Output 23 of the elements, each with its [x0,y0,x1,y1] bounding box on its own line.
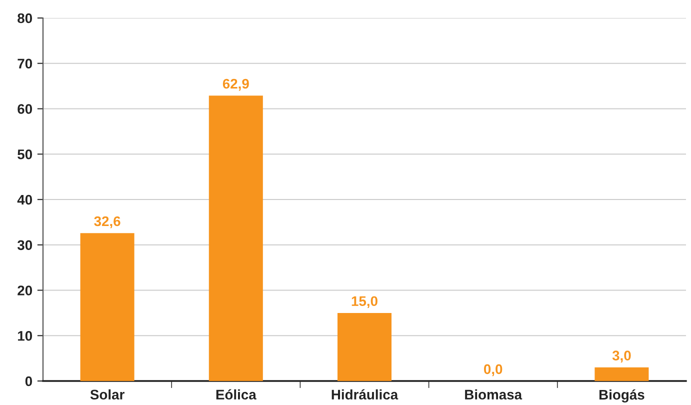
data-label: 0,0 [484,364,502,376]
data-label: 3,0 [612,350,631,362]
y-tick-label: 40 [17,194,32,205]
bar [337,312,392,381]
data-label: 32,6 [94,216,120,228]
y-tick-label: 70 [18,58,32,69]
y-tick-label: 30 [17,240,32,250]
y-tick-label: 0 [25,376,32,386]
x-tick-label: Solar [90,389,124,400]
bar [80,233,134,381]
y-tick-label: 10 [18,330,32,341]
x-tick-label: Biogás [599,389,644,402]
bar [594,367,649,381]
y-tick-label: 50 [18,149,32,160]
data-label: 15,0 [352,296,378,308]
x-tick-label: Eólica [216,389,256,400]
y-tick-label: 20 [18,286,32,296]
y-tick-label: 60 [18,104,32,114]
x-tick-label: Hidráulica [332,389,398,400]
x-tick-label: Biomasa [465,389,522,400]
data-label: 62,9 [222,78,249,91]
bar [208,96,263,381]
y-tick-label: 80 [18,13,32,24]
